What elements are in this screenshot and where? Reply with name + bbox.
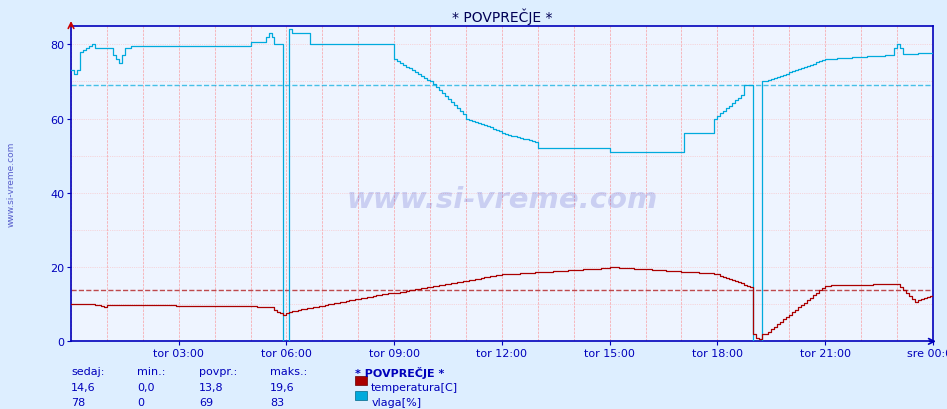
Text: maks.:: maks.: [270, 366, 307, 376]
Text: povpr.:: povpr.: [199, 366, 237, 376]
Title: * POVPREČJE *: * POVPREČJE * [452, 9, 552, 25]
Text: vlaga[%]: vlaga[%] [371, 397, 421, 407]
Text: 69: 69 [199, 397, 213, 407]
Text: temperatura[C]: temperatura[C] [371, 382, 458, 392]
Text: * POVPREČJE *: * POVPREČJE * [355, 366, 444, 378]
Text: min.:: min.: [137, 366, 166, 376]
Text: 78: 78 [71, 397, 85, 407]
Text: 14,6: 14,6 [71, 382, 96, 392]
Text: 0: 0 [137, 397, 144, 407]
Text: 13,8: 13,8 [199, 382, 223, 392]
Text: sedaj:: sedaj: [71, 366, 104, 376]
Text: www.si-vreme.com: www.si-vreme.com [347, 186, 657, 214]
Text: 19,6: 19,6 [270, 382, 295, 392]
Text: 83: 83 [270, 397, 284, 407]
Text: www.si-vreme.com: www.si-vreme.com [7, 142, 16, 227]
Text: 0,0: 0,0 [137, 382, 154, 392]
